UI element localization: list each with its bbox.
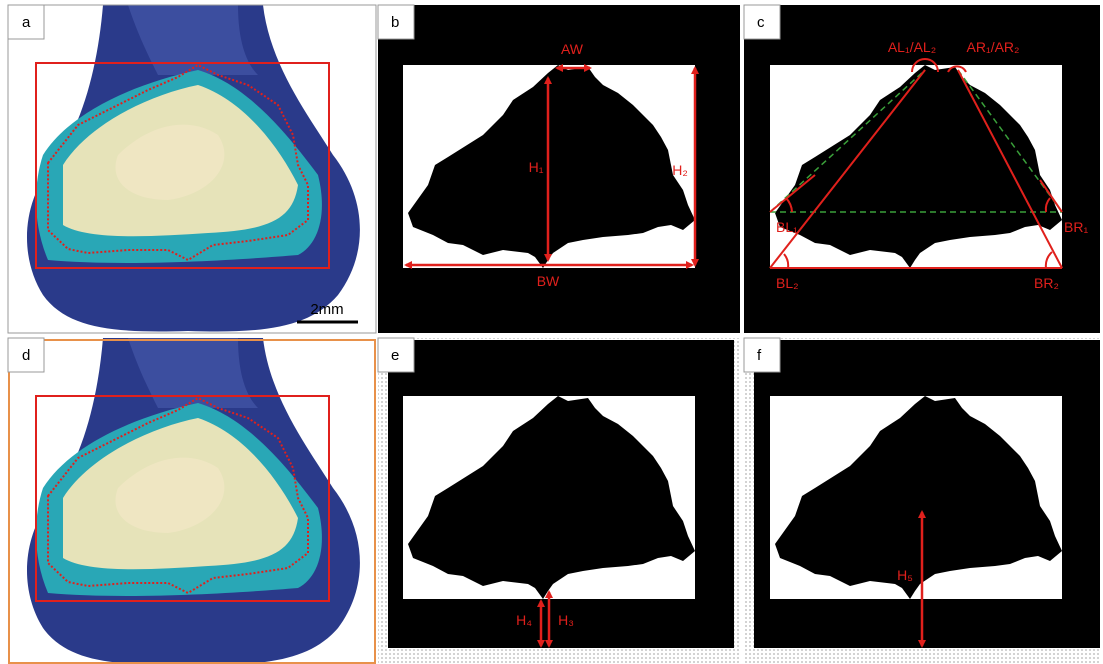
- annotation: AR₁/AR₂: [967, 39, 1020, 55]
- annotation: BL₂: [776, 275, 799, 291]
- annotation: H₄: [516, 612, 532, 628]
- annotation: H₁: [529, 159, 544, 175]
- annotation: BR₁: [1064, 219, 1088, 235]
- panel-label: d: [22, 347, 30, 364]
- annotation: AL₁/AL₂: [888, 39, 936, 55]
- panel-b: AW H₁ H₂ BW b: [378, 5, 740, 333]
- panel-label: e: [391, 347, 399, 364]
- panel-f: H₅ f: [744, 338, 1100, 664]
- annotation: AW: [561, 41, 584, 57]
- panel-label: a: [22, 14, 31, 31]
- panel-e: H₄ H₃ e: [378, 338, 740, 664]
- annotation: BR₂: [1034, 275, 1059, 291]
- annotation: BW: [537, 273, 560, 289]
- annotation: H₅: [897, 567, 913, 583]
- panel-a: 2mm a: [8, 5, 376, 333]
- panel-label: b: [391, 14, 399, 31]
- figure: 2mm a AW H₁ H₂ BW b AL₁/AL₂ AR₁/AR₂ BL₁ …: [0, 0, 1103, 664]
- annotation: H₃: [558, 612, 574, 628]
- panel-d: d: [8, 338, 376, 664]
- panel-label: c: [757, 14, 765, 31]
- annotation: BL₁: [776, 219, 798, 235]
- scale-label: 2mm: [310, 301, 343, 318]
- panel-c: AL₁/AL₂ AR₁/AR₂ BL₁ BR₁ BL₂ BR₂ c: [744, 5, 1100, 333]
- annotation: H₂: [672, 162, 688, 178]
